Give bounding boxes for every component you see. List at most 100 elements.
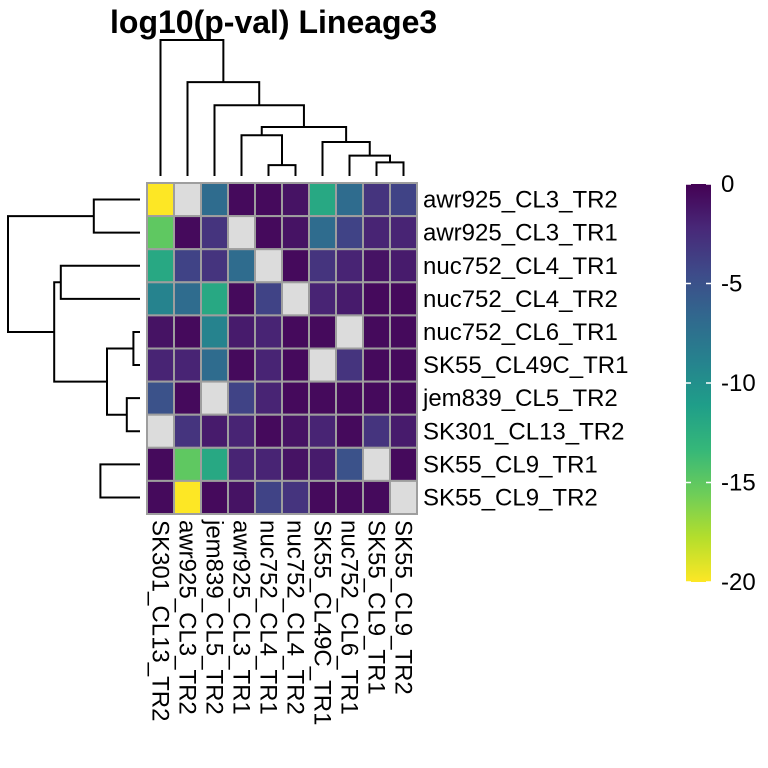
heatmap-cell [146, 182, 175, 218]
heatmap-cell [281, 314, 310, 350]
heatmap-cell [200, 248, 229, 284]
heatmap-cell [335, 380, 364, 416]
heatmap-cell [200, 281, 229, 317]
heatmap-cell [254, 413, 283, 449]
heatmap-cell [200, 215, 229, 251]
heatmap-cell [173, 479, 202, 515]
heatmap-cells [146, 182, 418, 515]
column-label: awr925_CL3_TR2 [174, 520, 201, 715]
heatmap-cell [146, 446, 175, 482]
heatmap-cell [173, 446, 202, 482]
heatmap-cell [200, 182, 229, 218]
heatmap-cell [362, 314, 391, 350]
heatmap-cell [335, 182, 364, 218]
heatmap-cell [227, 479, 256, 515]
column-label: SK55_CL9_TR1 [363, 520, 390, 695]
heatmap-cell [308, 248, 337, 284]
heatmap-cell [173, 182, 202, 218]
heatmap-cell [254, 314, 283, 350]
dendrogram-branch [240, 134, 283, 176]
heatmap-cell [389, 281, 418, 317]
heatmap-cell [335, 248, 364, 284]
heatmap-cell [254, 281, 283, 317]
heatmap-cell [389, 248, 418, 284]
heatmap-cell [308, 446, 337, 482]
dendrogram-branch [92, 198, 140, 234]
heatmap-cell [227, 248, 256, 284]
heatmap-cell [173, 413, 202, 449]
heatmap-cell [335, 314, 364, 350]
heatmap-cell [227, 281, 256, 317]
heatmap-cell [335, 413, 364, 449]
column-label: SK55_CL9_TR2 [390, 520, 417, 695]
heatmap-cell [227, 380, 256, 416]
column-label: nuc752_CL4_TR1 [255, 520, 282, 715]
heatmap-cell [254, 182, 283, 218]
row-label: SK55_CL9_TR2 [423, 484, 598, 511]
heatmap-cell [281, 215, 310, 251]
row-label: SK55_CL49C_TR1 [423, 352, 628, 379]
heatmap-cell [281, 281, 310, 317]
dendrogram-branch [348, 154, 391, 176]
heatmap-cell [281, 380, 310, 416]
heatmap-cell [254, 446, 283, 482]
column-label: awr925_CL3_TR1 [228, 520, 255, 715]
colorbar-tick-label: -20 [721, 569, 756, 596]
dendrogram-branch [99, 463, 140, 499]
row-dendrogram [7, 198, 140, 499]
heatmap-cell [173, 380, 202, 416]
heatmap-cell [200, 479, 229, 515]
heatmap-cell [389, 347, 418, 383]
chart-title: log10(p-val) Lineage3 [110, 4, 437, 40]
heatmap-cell [335, 215, 364, 251]
heatmap-cell [173, 347, 202, 383]
row-labels: awr925_CL3_TR2 awr925_CL3_TR1 nuc752_CL4_T… [422, 187, 628, 512]
dendrogram-branch [186, 81, 261, 176]
heatmap-cell [308, 479, 337, 515]
heatmap-cell [308, 413, 337, 449]
heatmap-cell [200, 380, 229, 416]
heatmap-cell [308, 215, 337, 251]
heatmap-cell [362, 347, 391, 383]
row-label: SK55_CL9_TR1 [423, 451, 598, 478]
heatmap-cell [146, 380, 175, 416]
heatmap-cell [200, 314, 229, 350]
heatmap-cell [173, 314, 202, 350]
heatmap-cell [146, 281, 175, 317]
dendrogram-branch [53, 281, 107, 383]
dendrogram-branch [125, 397, 140, 433]
column-labels: SK301_CL13_TR2 awr925_CL3_TR2 jem839_CL5_T… [147, 519, 417, 725]
heatmap-cell [146, 248, 175, 284]
heatmap-cell [389, 215, 418, 251]
row-label: nuc752_CL6_TR1 [423, 319, 618, 346]
heatmap-cell [389, 182, 418, 218]
colorbar-tick-label: -10 [721, 370, 756, 397]
heatmap-cell [227, 347, 256, 383]
heatmap-cell [335, 446, 364, 482]
heatmap-cell [308, 314, 337, 350]
heatmap-cell [362, 281, 391, 317]
row-label: nuc752_CL4_TR1 [423, 253, 618, 280]
heatmap-cell [362, 446, 391, 482]
heatmap-cell [308, 182, 337, 218]
dendrogram-branch [106, 347, 134, 416]
heatmap-cell [254, 380, 283, 416]
column-label: jem839_CL5_TR2 [201, 519, 228, 715]
heatmap-cell [254, 347, 283, 383]
heatmap-cell [389, 380, 418, 416]
heatmap-cell [200, 446, 229, 482]
heatmap-cell [146, 215, 175, 251]
colorbar-tick-label: -5 [721, 271, 742, 298]
heatmap-cell [173, 215, 202, 251]
colorbar-tick-label: 0 [721, 171, 734, 198]
heatmap-cell [227, 413, 256, 449]
heatmap-cell [308, 347, 337, 383]
heatmap-cell [146, 479, 175, 515]
row-label: SK301_CL13_TR2 [423, 418, 624, 445]
heatmap-cell [254, 248, 283, 284]
heatmap-cell [389, 446, 418, 482]
heatmap-cell [335, 281, 364, 317]
heatmap-cell [335, 347, 364, 383]
heatmap-cell [308, 380, 337, 416]
